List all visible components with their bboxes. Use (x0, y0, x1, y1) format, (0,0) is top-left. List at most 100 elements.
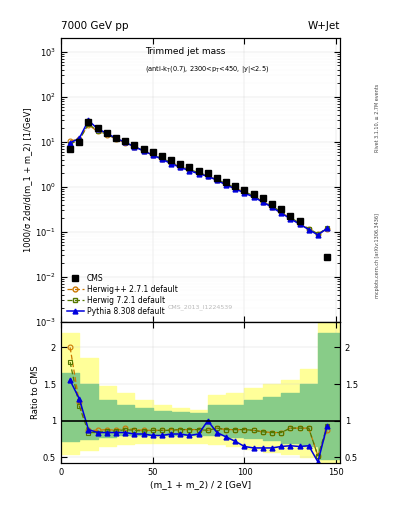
Herwig++ 2.7.1 default (307, 226, 311, 232)
Pythia 8.308 default (86, 117, 91, 123)
Herwig++ 2.7.1 default (151, 152, 155, 158)
Herwig 7.2.1 default (123, 139, 127, 145)
Herwig++ 2.7.1 default (325, 226, 329, 232)
CMS (187, 164, 192, 170)
Pythia 8.308 default (68, 140, 72, 146)
Herwig++ 2.7.1 default (297, 221, 302, 227)
X-axis label: (m_1 + m_2) / 2 [GeV]: (m_1 + m_2) / 2 [GeV] (150, 480, 251, 489)
CMS (196, 167, 201, 174)
Line: CMS: CMS (67, 119, 330, 260)
CMS (132, 142, 137, 148)
Herwig 7.2.1 default (215, 176, 219, 182)
Line: Herwig++ 2.7.1 default: Herwig++ 2.7.1 default (70, 125, 327, 234)
Herwig 7.2.1 default (86, 121, 91, 127)
Text: 7000 GeV pp: 7000 GeV pp (61, 20, 129, 31)
Herwig++ 2.7.1 default (114, 136, 118, 142)
CMS (114, 135, 118, 141)
Herwig 7.2.1 default (77, 137, 82, 143)
Herwig++ 2.7.1 default (251, 193, 256, 199)
Pythia 8.308 default (224, 182, 228, 188)
Herwig++ 2.7.1 default (288, 215, 293, 221)
Herwig 7.2.1 default (288, 214, 293, 220)
CMS (151, 150, 155, 156)
Text: Rivet 3.1.10, ≥ 2.7M events: Rivet 3.1.10, ≥ 2.7M events (375, 83, 380, 152)
Herwig 7.2.1 default (132, 143, 137, 150)
Text: mcplots.cern.ch [arXiv:1306.3436]: mcplots.cern.ch [arXiv:1306.3436] (375, 214, 380, 298)
CMS (325, 253, 329, 260)
Herwig++ 2.7.1 default (279, 209, 284, 216)
Herwig++ 2.7.1 default (270, 204, 274, 210)
Herwig 7.2.1 default (68, 141, 72, 147)
Herwig 7.2.1 default (297, 220, 302, 226)
Herwig 7.2.1 default (251, 193, 256, 199)
CMS (242, 187, 247, 193)
Herwig 7.2.1 default (261, 198, 265, 204)
CMS (123, 138, 127, 144)
CMS (169, 157, 173, 163)
Herwig 7.2.1 default (316, 231, 320, 237)
Herwig 7.2.1 default (114, 136, 118, 142)
Pythia 8.308 default (187, 167, 192, 174)
Pythia 8.308 default (206, 173, 210, 179)
CMS (233, 183, 238, 189)
Herwig 7.2.1 default (196, 170, 201, 176)
Pythia 8.308 default (123, 139, 127, 145)
CMS (261, 196, 265, 202)
Herwig 7.2.1 default (279, 208, 284, 215)
Line: Pythia 8.308 default: Pythia 8.308 default (68, 118, 329, 238)
Pythia 8.308 default (307, 226, 311, 232)
Pythia 8.308 default (160, 156, 164, 162)
Pythia 8.308 default (297, 221, 302, 227)
Herwig++ 2.7.1 default (242, 189, 247, 195)
Pythia 8.308 default (169, 160, 173, 166)
Herwig 7.2.1 default (270, 203, 274, 209)
Herwig++ 2.7.1 default (206, 173, 210, 179)
CMS (86, 119, 91, 125)
Pythia 8.308 default (196, 170, 201, 177)
CMS (95, 125, 100, 132)
Pythia 8.308 default (132, 144, 137, 150)
Y-axis label: Ratio to CMS: Ratio to CMS (31, 366, 40, 419)
Pythia 8.308 default (77, 135, 82, 141)
Herwig++ 2.7.1 default (123, 140, 127, 146)
CMS (279, 206, 284, 212)
CMS (77, 139, 82, 145)
Pythia 8.308 default (242, 190, 247, 196)
CMS (224, 179, 228, 185)
Herwig 7.2.1 default (242, 188, 247, 195)
Herwig 7.2.1 default (325, 225, 329, 231)
Herwig 7.2.1 default (206, 173, 210, 179)
Legend: CMS, Herwig++ 2.7.1 default, Herwig 7.2.1 default, Pythia 8.308 default: CMS, Herwig++ 2.7.1 default, Herwig 7.2.… (65, 271, 180, 318)
Herwig 7.2.1 default (233, 184, 238, 190)
Herwig++ 2.7.1 default (160, 156, 164, 162)
Text: (anti-k$_\mathrm{T}$(0.7), 2300<p$_\mathrm{T}$<450, |y|<2.5): (anti-k$_\mathrm{T}$(0.7), 2300<p$_\math… (145, 64, 269, 75)
CMS (68, 146, 72, 152)
CMS (251, 190, 256, 197)
CMS (105, 130, 109, 136)
Pythia 8.308 default (114, 135, 118, 141)
Herwig 7.2.1 default (307, 225, 311, 231)
Herwig 7.2.1 default (224, 181, 228, 187)
Pythia 8.308 default (325, 225, 329, 231)
Pythia 8.308 default (270, 204, 274, 210)
Herwig++ 2.7.1 default (105, 132, 109, 138)
Herwig++ 2.7.1 default (169, 160, 173, 166)
CMS (141, 146, 146, 152)
Pythia 8.308 default (151, 152, 155, 158)
Pythia 8.308 default (141, 148, 146, 154)
Herwig++ 2.7.1 default (316, 231, 320, 238)
CMS (206, 170, 210, 176)
Pythia 8.308 default (279, 210, 284, 216)
Pythia 8.308 default (215, 177, 219, 183)
Text: Trimmed jet mass: Trimmed jet mass (145, 47, 225, 56)
Herwig 7.2.1 default (151, 152, 155, 158)
Pythia 8.308 default (233, 186, 238, 192)
Y-axis label: 1000/σ 2dσ/d(m_1 + m_2) [1/GeV]: 1000/σ 2dσ/d(m_1 + m_2) [1/GeV] (23, 108, 32, 252)
CMS (270, 201, 274, 207)
Herwig++ 2.7.1 default (95, 129, 100, 135)
Pythia 8.308 default (105, 130, 109, 136)
Pythia 8.308 default (288, 216, 293, 222)
CMS (288, 214, 293, 220)
Herwig 7.2.1 default (187, 166, 192, 173)
Herwig 7.2.1 default (169, 159, 173, 165)
